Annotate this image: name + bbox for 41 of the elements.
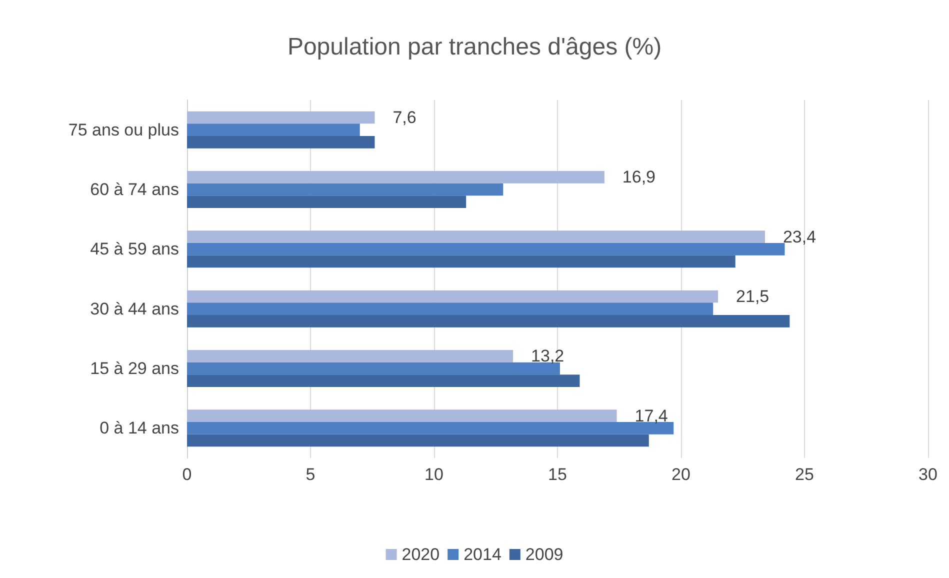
legend-label: 2014 bbox=[464, 545, 502, 564]
bar bbox=[187, 350, 514, 362]
legend-label: 2009 bbox=[525, 545, 564, 564]
bar bbox=[187, 183, 504, 196]
bar bbox=[187, 434, 649, 447]
bar bbox=[187, 290, 718, 303]
bar bbox=[187, 243, 785, 256]
data-label: 23,4 bbox=[782, 227, 816, 246]
y-tick-label: 60 à 74 ans bbox=[90, 180, 179, 199]
y-tick-label: 0 à 14 ans bbox=[100, 418, 179, 438]
bar bbox=[187, 315, 790, 328]
bar bbox=[187, 302, 714, 315]
bar bbox=[187, 374, 580, 387]
x-tick-label: 15 bbox=[548, 465, 567, 484]
bar bbox=[187, 124, 360, 136]
data-label: 13,2 bbox=[531, 346, 564, 366]
x-tick-label: 30 bbox=[918, 465, 938, 484]
bar bbox=[187, 422, 674, 434]
x-tick-label: 5 bbox=[306, 465, 316, 484]
bar bbox=[187, 136, 375, 148]
bar bbox=[187, 255, 736, 268]
bar bbox=[187, 410, 617, 422]
data-label: 16,9 bbox=[622, 168, 656, 187]
chart-title: Population par tranches d'âges (%) bbox=[287, 34, 662, 60]
bar bbox=[187, 196, 466, 208]
x-tick-label: 20 bbox=[672, 465, 690, 484]
y-tick-label: 15 à 29 ans bbox=[90, 359, 179, 378]
bar bbox=[187, 111, 375, 124]
bar bbox=[187, 362, 560, 375]
data-label: 21,5 bbox=[736, 287, 770, 306]
data-label: 17,4 bbox=[634, 406, 668, 426]
bar bbox=[187, 171, 604, 184]
x-tick-label: 25 bbox=[795, 465, 814, 484]
data-label: 7,6 bbox=[392, 108, 416, 127]
y-tick-label: 75 ans ou plus bbox=[68, 120, 179, 140]
bar bbox=[187, 230, 765, 243]
y-tick-label: 30 à 44 ans bbox=[90, 299, 179, 318]
legend-label: 2020 bbox=[402, 545, 440, 564]
x-tick-label: 0 bbox=[182, 465, 192, 484]
y-tick-label: 45 à 59 ans bbox=[90, 240, 179, 259]
x-tick-label: 10 bbox=[424, 465, 444, 484]
